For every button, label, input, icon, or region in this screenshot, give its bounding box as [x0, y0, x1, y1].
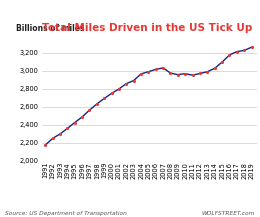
- Point: [198, 72, 202, 75]
- Point: [73, 121, 77, 124]
- Point: [87, 108, 92, 112]
- Point: [249, 46, 254, 49]
- Point: [65, 127, 69, 130]
- Point: [161, 66, 165, 70]
- Point: [109, 92, 114, 95]
- Point: [213, 67, 217, 70]
- Point: [80, 115, 84, 119]
- Point: [50, 137, 55, 140]
- Point: [154, 68, 158, 71]
- Point: [205, 70, 209, 74]
- Text: Billions of miles: Billions of miles: [16, 25, 84, 33]
- Point: [227, 53, 231, 57]
- Point: [139, 72, 143, 76]
- Point: [220, 60, 224, 64]
- Point: [102, 97, 106, 100]
- Point: [146, 70, 151, 73]
- Point: [132, 79, 136, 82]
- Point: [242, 49, 246, 52]
- Point: [58, 132, 62, 136]
- Point: [191, 73, 195, 77]
- Point: [117, 87, 121, 91]
- Text: Source: US Department of Transportation: Source: US Department of Transportation: [5, 211, 127, 216]
- Point: [168, 71, 173, 75]
- Point: [95, 102, 99, 106]
- Point: [43, 143, 47, 147]
- Text: WOLFSTREET.com: WOLFSTREET.com: [202, 211, 255, 216]
- Text: Total Miles Driven in the US Tick Up: Total Miles Driven in the US Tick Up: [42, 23, 252, 33]
- Point: [183, 72, 187, 75]
- Point: [235, 50, 239, 53]
- Point: [124, 82, 128, 85]
- Point: [176, 73, 180, 76]
